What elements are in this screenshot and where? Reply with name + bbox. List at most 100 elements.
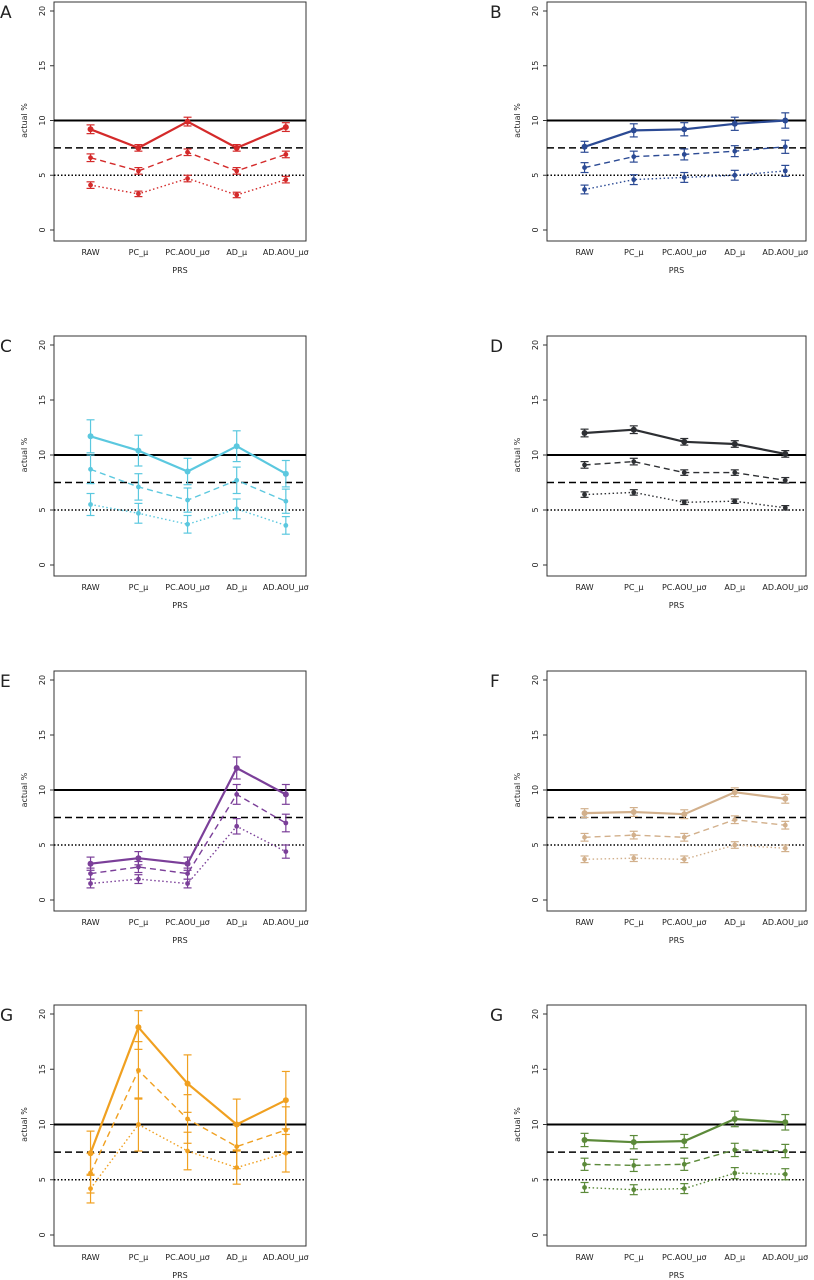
x-axis-label: PRS bbox=[172, 266, 187, 275]
data-point bbox=[582, 165, 587, 170]
y-tick-label: 20 bbox=[531, 6, 540, 16]
y-tick-label: 0 bbox=[531, 227, 540, 232]
data-point bbox=[184, 118, 191, 125]
y-tick-label: 0 bbox=[531, 897, 540, 902]
data-point bbox=[630, 426, 637, 433]
data-point bbox=[88, 1186, 93, 1191]
chart-panel-3: C 0 5 10 15 20 actual % RAW PC_μ PC.AOU_μσ AD_μ AD.… bbox=[0, 335, 309, 610]
data-point bbox=[782, 477, 788, 483]
data-point bbox=[782, 144, 788, 150]
data-point bbox=[630, 127, 637, 134]
data-point bbox=[681, 470, 687, 475]
data-point bbox=[782, 845, 788, 851]
y-tick-label: 20 bbox=[531, 340, 540, 350]
data-point bbox=[282, 470, 289, 477]
x-axis-label: PRS bbox=[172, 936, 187, 945]
x-axis-label: PRS bbox=[669, 601, 684, 610]
data-point bbox=[88, 155, 93, 161]
panel-label: C bbox=[0, 337, 12, 357]
y-axis-label: actual % bbox=[513, 437, 522, 472]
y-tick-label: 10 bbox=[531, 450, 540, 460]
x-tick-label: AD.AOU_μσ bbox=[263, 1253, 309, 1262]
panel-label: A bbox=[0, 3, 12, 23]
y-axis-label: actual % bbox=[20, 772, 29, 807]
data-point bbox=[681, 126, 688, 133]
x-tick-label: PC_μ bbox=[624, 248, 644, 257]
data-point bbox=[681, 499, 687, 505]
data-point bbox=[731, 1115, 738, 1122]
y-tick-label: 10 bbox=[38, 450, 47, 460]
y-tick-label: 15 bbox=[38, 61, 47, 71]
data-point bbox=[631, 855, 637, 861]
x-tick-label: RAW bbox=[81, 248, 99, 257]
data-point bbox=[582, 187, 587, 192]
series-line bbox=[90, 503, 287, 527]
x-tick-label: AD.AOU_μσ bbox=[762, 918, 808, 927]
data-point bbox=[782, 168, 788, 174]
y-tick-label: 15 bbox=[38, 395, 47, 405]
data-point bbox=[88, 502, 93, 507]
data-point bbox=[631, 1162, 637, 1168]
data-point bbox=[681, 1186, 687, 1191]
data-point bbox=[782, 1148, 788, 1154]
x-tick-label: RAW bbox=[81, 1253, 99, 1262]
y-tick-label: 0 bbox=[38, 897, 47, 902]
data-point bbox=[782, 822, 788, 828]
data-point bbox=[233, 144, 240, 151]
series-line bbox=[584, 1172, 786, 1191]
y-tick-label: 15 bbox=[38, 730, 47, 740]
series-line bbox=[584, 1149, 786, 1167]
x-tick-label: AD.AOU_μσ bbox=[762, 248, 808, 257]
x-axis-label: PRS bbox=[669, 936, 684, 945]
y-tick-label: 10 bbox=[38, 785, 47, 795]
data-point bbox=[283, 498, 289, 504]
data-point bbox=[732, 148, 738, 154]
y-axis-label: actual % bbox=[513, 772, 522, 807]
data-point bbox=[732, 1147, 738, 1153]
x-tick-label: PC.AOU_μσ bbox=[165, 1253, 210, 1262]
x-tick-label: PC_μ bbox=[624, 1253, 644, 1262]
data-point bbox=[184, 468, 191, 475]
y-tick-label: 0 bbox=[38, 562, 47, 567]
x-tick-label: PC_μ bbox=[129, 583, 149, 592]
chart-panel-1: A 0 5 10 15 20 actual % RAW PC_μ PC.AOU_μσ AD_μ AD.… bbox=[0, 1, 309, 275]
x-tick-label: RAW bbox=[575, 918, 593, 927]
data-point bbox=[582, 492, 587, 497]
data-point bbox=[681, 175, 687, 180]
panel-label: G bbox=[0, 1006, 13, 1026]
data-point bbox=[234, 477, 240, 483]
data-point bbox=[732, 498, 738, 504]
data-point bbox=[185, 871, 190, 876]
x-tick-label: PC_μ bbox=[129, 1253, 149, 1262]
chart-panel-8: G 0 5 10 15 20 actual % RAW PC_μ PC.AOU_μσ AD_μ AD.… bbox=[490, 1004, 808, 1280]
data-point bbox=[136, 1122, 141, 1127]
data-point bbox=[582, 1185, 587, 1190]
x-tick-label: PC_μ bbox=[624, 583, 644, 592]
data-point bbox=[631, 459, 637, 464]
x-tick-label: PC.AOU_μσ bbox=[165, 583, 210, 592]
x-tick-label: PC.AOU_μσ bbox=[662, 1253, 707, 1262]
chart-panel-5: E 0 5 10 15 20 actual % RAW PC_μ PC.AOU_μσ AD_μ AD.… bbox=[0, 670, 309, 945]
data-point bbox=[582, 462, 587, 468]
x-axis-label: PRS bbox=[172, 601, 187, 610]
y-tick-label: 5 bbox=[531, 1177, 540, 1182]
x-tick-label: AD_μ bbox=[226, 248, 247, 257]
data-point bbox=[136, 876, 141, 882]
data-point bbox=[631, 832, 637, 838]
series-line bbox=[584, 791, 786, 816]
x-tick-label: AD_μ bbox=[226, 1253, 247, 1262]
y-axis-label: actual % bbox=[20, 1107, 29, 1142]
y-tick-label: 10 bbox=[38, 115, 47, 125]
y-tick-label: 10 bbox=[531, 1119, 540, 1129]
data-point bbox=[782, 450, 789, 457]
x-axis-label: PRS bbox=[669, 1271, 684, 1280]
data-point bbox=[136, 168, 141, 174]
data-point bbox=[87, 126, 94, 133]
data-point bbox=[185, 881, 190, 886]
series-line bbox=[90, 766, 287, 865]
x-axis-label: PRS bbox=[172, 1271, 187, 1280]
panel-label: G bbox=[490, 1006, 503, 1026]
data-point bbox=[731, 441, 738, 447]
data-point bbox=[681, 152, 687, 157]
data-point bbox=[88, 466, 93, 472]
